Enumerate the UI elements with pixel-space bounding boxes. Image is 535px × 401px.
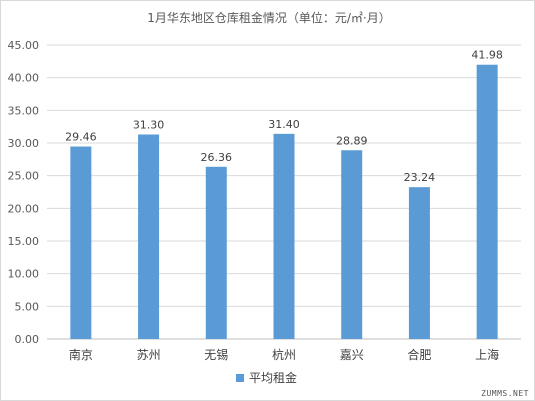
bar-上海 [476,64,498,340]
y-tick-label: 10.00 [8,268,40,281]
y-tick-label: 15.00 [8,235,40,248]
bar-嘉兴 [341,150,363,339]
y-tick-label: 45.00 [8,39,40,52]
data-label: 23.24 [404,171,436,184]
data-label: 26.36 [201,151,233,164]
x-tick-label: 无锡 [204,347,228,362]
bar-杭州 [273,133,295,339]
y-tick-label: 35.00 [8,104,40,117]
x-tick-label: 苏州 [137,348,161,362]
bar-合肥 [408,187,430,339]
y-tick-label: 20.00 [8,202,40,215]
x-tick-label: 杭州 [272,347,296,362]
data-label: 41.98 [471,49,503,62]
x-tick-label: 上海 [475,347,499,362]
watermark-text: ZUMMS.NET [481,389,529,398]
chart-title: 1月华东地区仓库租金情况（单位：元/㎡·月） [147,10,391,25]
legend-label: 平均租金 [249,370,297,385]
bar-苏州 [138,134,160,339]
x-tick-label: 合肥 [407,347,431,362]
y-tick-label: 5.00 [15,300,40,313]
legend-swatch [236,374,244,382]
data-label: 29.46 [65,131,97,144]
y-tick-label: 30.00 [8,137,40,150]
bar-南京 [70,146,92,339]
data-label: 28.89 [336,134,368,147]
x-tick-label: 嘉兴 [340,348,364,362]
y-tick-label: 25.00 [8,170,40,183]
x-tick-label: 南京 [69,347,93,362]
y-tick-label: 40.00 [8,72,40,85]
y-tick-label: 0.00 [15,333,40,346]
data-label: 31.40 [268,118,300,131]
data-label: 31.30 [133,119,165,132]
bar-无锡 [205,166,227,339]
